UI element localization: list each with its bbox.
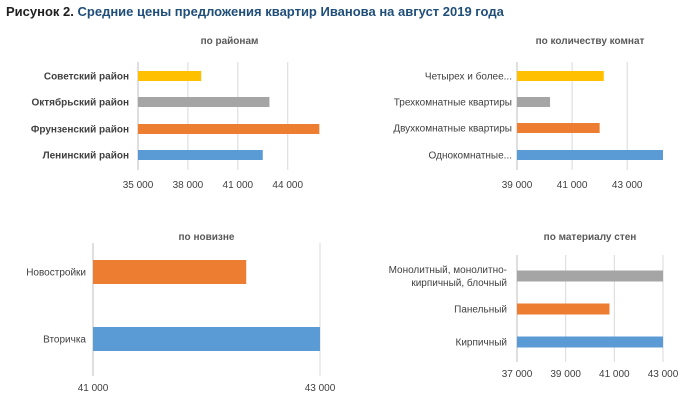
category-label: Однокомнатные...	[429, 151, 512, 162]
category-label: Советский район	[44, 72, 129, 83]
figure-caption: Средние цены предложения квартир Иванова…	[77, 4, 504, 19]
chart-2: по количеству комнат Четырех и более... Тр…	[393, 36, 663, 191]
bar	[138, 150, 263, 160]
tick-label: 44 000	[272, 180, 303, 191]
chart-title: по количеству комнат	[536, 36, 645, 47]
tick-label: 43 000	[305, 383, 336, 394]
category-label: Монолитный, монолитно-кирпичный, блочный	[389, 265, 507, 289]
category-label: Новостройки	[26, 268, 86, 279]
bar	[517, 123, 600, 133]
chart-3: по новизне Новостройки Вторичка 41 000 43 00…	[26, 232, 336, 394]
bar	[517, 270, 663, 282]
category-label: Вторичка	[43, 335, 86, 346]
tick-label: 39 000	[550, 369, 581, 380]
bar	[517, 303, 610, 315]
category-label: Трехкомнатные квартиры	[394, 98, 512, 109]
tick-label: 41 000	[78, 383, 109, 394]
chart-1: по районам Советский район Октябрьский рай…	[31, 36, 320, 191]
bar	[517, 336, 663, 348]
tick-label: 37 000	[502, 369, 533, 380]
category-label: Двухкомнатные квартиры	[393, 124, 512, 135]
bar	[138, 97, 270, 107]
bar	[517, 97, 551, 107]
bar	[138, 71, 202, 81]
tick-label: 41 000	[557, 180, 588, 191]
category-label: Фрунзенский район	[31, 125, 129, 136]
chart-title: по материалу стен	[544, 232, 637, 243]
bar	[93, 327, 320, 351]
bar	[93, 260, 247, 284]
chart-title: по районам	[201, 36, 259, 47]
category-label: Ленинский район	[43, 151, 129, 162]
tick-label: 41 000	[223, 180, 254, 191]
bar	[517, 71, 604, 81]
figure-title: Рисунок 2. Средние цены предложения квар…	[6, 4, 504, 19]
category-label: Панельный	[454, 305, 507, 316]
bar	[517, 150, 663, 160]
tick-label: 38 000	[173, 180, 204, 191]
category-label: Кирпичный	[456, 338, 507, 349]
chart-title: по новизне	[179, 232, 235, 243]
tick-label: 43 000	[612, 180, 643, 191]
tick-label: 35 000	[123, 180, 154, 191]
bar	[138, 124, 320, 134]
category-label: Четырех и более...	[425, 71, 512, 83]
tick-label: 43 000	[648, 369, 679, 380]
figure-number: Рисунок 2.	[6, 4, 74, 19]
tick-label: 39 000	[502, 180, 533, 191]
tick-label: 41 000	[599, 369, 630, 380]
category-label: Октябрьский район	[31, 97, 129, 109]
chart-4: по материалу стен Монолитный, монолитно-к…	[389, 232, 679, 380]
